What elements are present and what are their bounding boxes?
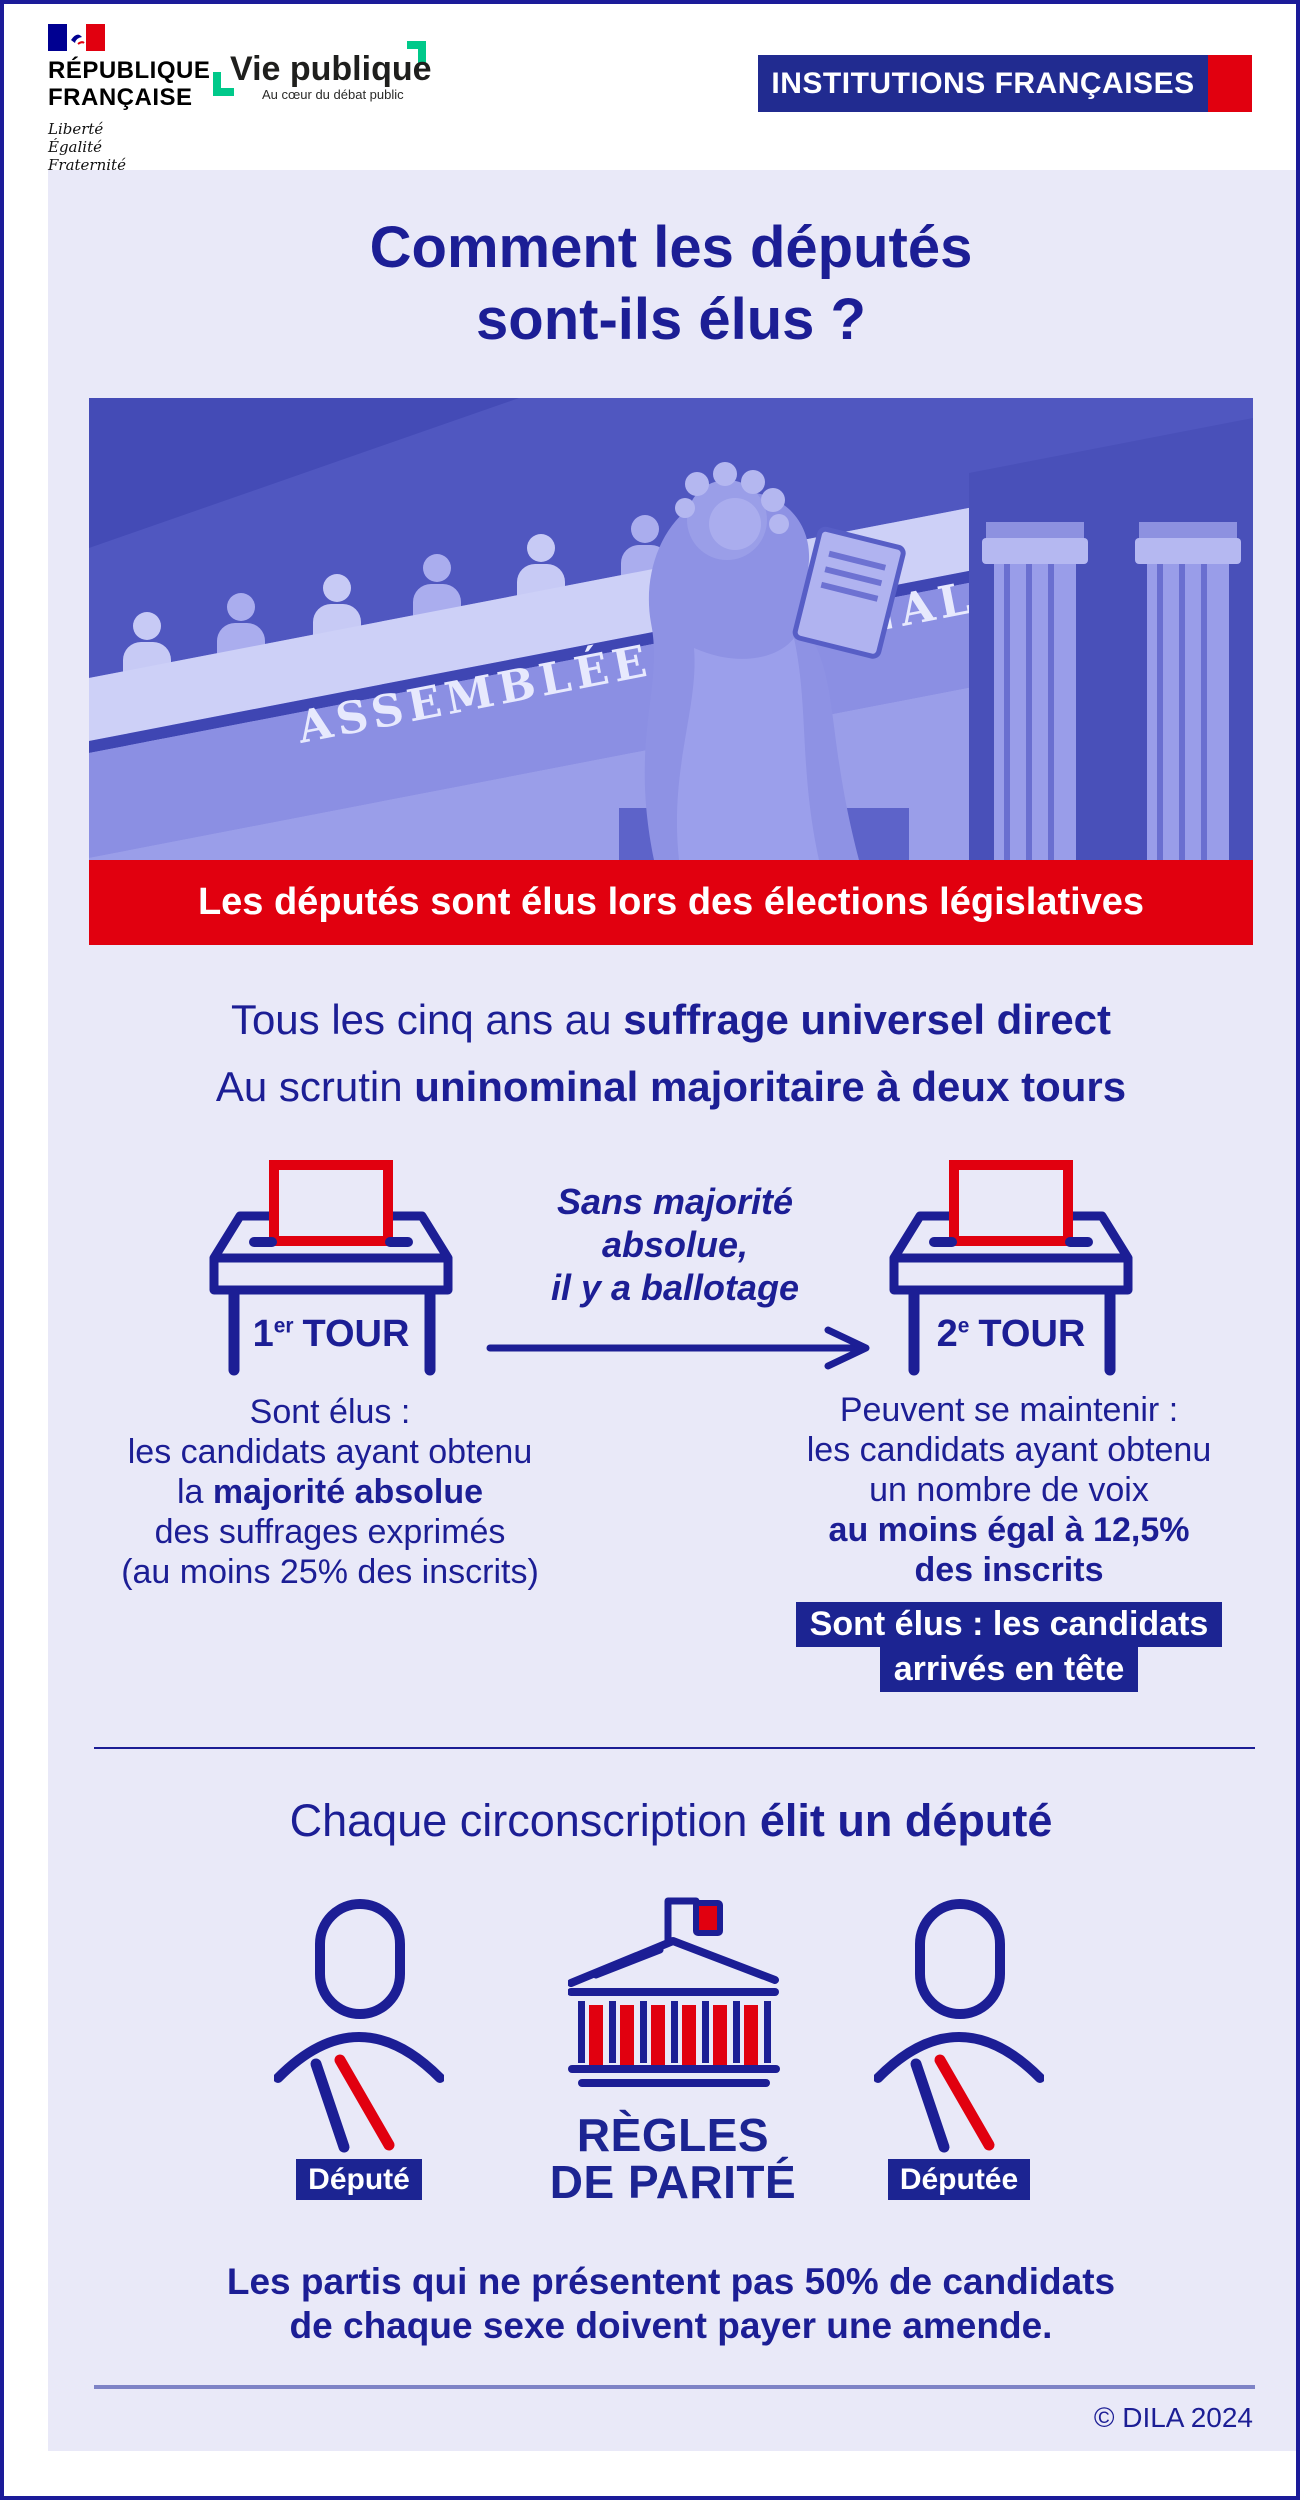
legislatives-banner: Les députés sont élus lors des élections… <box>89 860 1253 945</box>
tour2-elected-badge: Sont élus : les candidats arrivés en têt… <box>769 1602 1249 1692</box>
ballot-box-tour2-icon <box>889 1160 1133 1376</box>
republique-name: RÉPUBLIQUE FRANÇAISE <box>48 57 278 111</box>
republique-line2: FRANÇAISE <box>48 84 193 111</box>
page-title-line2: sont-ils élus ? <box>476 287 866 352</box>
ballotage-text: Sans majorité absolue, il y a ballotage <box>550 1181 800 1308</box>
copyright: © DILA 2024 <box>1093 2402 1253 2433</box>
tour1-description: Sont élus : les candidats ayant obtenu l… <box>121 1393 539 1591</box>
circonscription-title: Chaque circonscription élit un député <box>289 1795 1053 1846</box>
deputy-female-icon <box>874 1899 1044 2153</box>
tour2-label: 2e TOUR <box>936 1313 1086 1355</box>
intro-line2: Au scrutin uninominal majoritaire à deux… <box>215 1063 1127 1110</box>
page-title-line1: Comment les députés <box>369 215 973 280</box>
tour1-label: 1er TOUR <box>252 1313 410 1355</box>
green-corner-top-right-icon <box>407 41 426 65</box>
intro-line1: Tous les cinq ans au suffrage universel … <box>230 996 1112 1043</box>
arrow-right-icon <box>486 1326 870 1370</box>
deputy-male-icon <box>274 1899 444 2153</box>
legislatives-banner-label: Les députés sont élus lors des élections… <box>197 881 1145 923</box>
parity-note: Les partis qui ne présentent pas 50% de … <box>226 2261 1116 2346</box>
separator-bottom <box>94 2385 1255 2389</box>
republique-francaise-logo: RÉPUBLIQUE FRANÇAISE Liberté Égalité Fra… <box>48 24 278 174</box>
seated-statue <box>619 462 909 860</box>
vie-publique-logo: Vie publique Au cœur du débat public <box>213 38 443 102</box>
republique-line1: RÉPUBLIQUE <box>48 57 211 84</box>
statue-tablet <box>792 526 906 659</box>
vie-publique-name: Vie publique <box>230 50 432 88</box>
institutions-banner-label: INSTITUTIONS FRANÇAISES <box>771 66 1195 100</box>
portico-columns <box>982 522 1241 860</box>
parity-rules-title: RÈGLES DE PARITÉ <box>549 2109 797 2208</box>
assembly-building-icon <box>568 1897 780 2087</box>
separator-top <box>94 1747 1255 1749</box>
tour2-description: Peuvent se maintenir : les candidats aya… <box>806 1391 1212 1589</box>
vie-publique-tagline: Au cœur du débat public <box>262 87 404 102</box>
institutions-banner: INSTITUTIONS FRANÇAISES <box>758 55 1208 112</box>
page-title: Comment les députés sont-ils élus ? <box>89 212 1253 356</box>
deputee-badge: Députée <box>864 2159 1054 2200</box>
green-corner-bottom-left-icon <box>213 72 234 96</box>
institutions-banner-red-block <box>1208 55 1252 112</box>
republique-motto: Liberté Égalité Fraternité <box>48 120 126 174</box>
french-flag-icon <box>48 24 105 51</box>
ballot-box-tour1-icon <box>209 1160 453 1376</box>
intro-text: Tous les cinq ans au suffrage universel … <box>89 986 1253 1120</box>
depute-badge: Député <box>264 2159 454 2200</box>
assembly-photo: ASSEMBLÉE NATIONALE <box>89 398 1253 860</box>
